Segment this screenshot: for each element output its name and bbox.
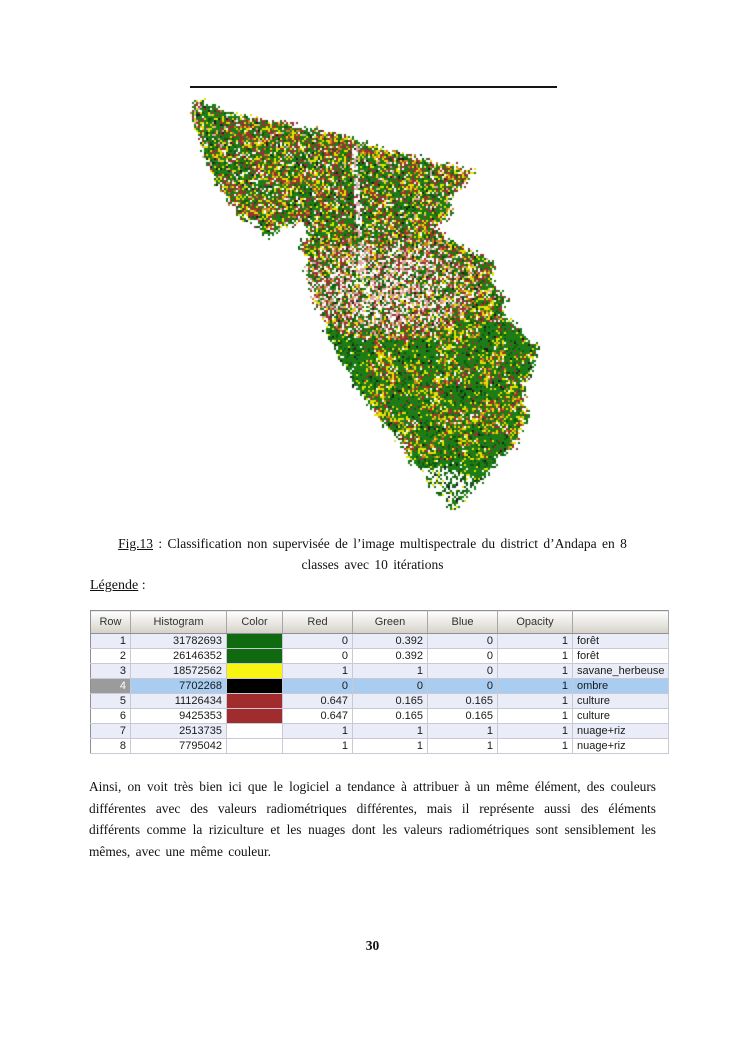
blue-cell: 0 [427, 663, 498, 679]
histogram-cell: 7702268 [130, 678, 227, 694]
page-number: 30 [365, 938, 380, 953]
row-header-cell: 5 [90, 693, 131, 709]
histogram-cell: 18572562 [130, 663, 227, 679]
body-paragraph: Ainsi, on voit très bien ici que le logi… [89, 779, 656, 859]
blue-cell: 0 [427, 678, 498, 694]
red-cell: 0 [282, 633, 353, 649]
red-cell: 0 [282, 648, 353, 664]
class-name-cell: forêt [572, 633, 670, 649]
histogram-cell: 2513735 [130, 723, 227, 739]
class-name-cell: nuage+riz [572, 723, 670, 739]
opacity-cell: 1 [497, 738, 573, 754]
column-header-green: Green [352, 610, 428, 634]
legend-label: Légende [90, 578, 139, 593]
table-header: Row Histogram Color Red Green Blue Opacity [90, 610, 670, 634]
caption-line1: Fig.13 : Classification non supervisée d… [89, 533, 656, 554]
blue-cell: 0.165 [427, 693, 498, 709]
row-header-cell: 7 [90, 723, 131, 739]
blue-cell: 0.165 [427, 708, 498, 724]
opacity-cell: 1 [497, 708, 573, 724]
column-header-class [572, 610, 670, 634]
table-row: 1 31782693 0 0.392 0 1 forêt [90, 633, 670, 649]
histogram-cell: 9425353 [130, 708, 227, 724]
figure-caption: Fig.13 : Classification non supervisée d… [89, 533, 656, 575]
table-row: 4 7702268 0 0 0 1 ombre [90, 678, 670, 694]
histogram-cell: 11126434 [130, 693, 227, 709]
column-header-blue: Blue [427, 610, 498, 634]
class-name-cell: culture [572, 693, 670, 709]
green-cell: 0.392 [352, 648, 428, 664]
green-cell: 1 [352, 663, 428, 679]
column-header-red: Red [282, 610, 353, 634]
table-row: 8 7795042 1 1 1 1 nuage+riz [90, 738, 670, 754]
column-header-opacity: Opacity [497, 610, 573, 634]
table-row: 3 18572562 1 1 0 1 savane_herbeuse [90, 663, 670, 679]
row-header-cell: 6 [90, 708, 131, 724]
opacity-cell: 1 [497, 693, 573, 709]
blue-cell: 1 [427, 738, 498, 754]
opacity-cell: 1 [497, 678, 573, 694]
table-row: 2 26146352 0 0.392 0 1 forêt [90, 648, 670, 664]
column-header-row: Row [90, 610, 131, 634]
green-cell: 0.165 [352, 708, 428, 724]
class-name-cell: culture [572, 708, 670, 724]
color-swatch-cell [226, 633, 283, 649]
row-header-cell: 4 [90, 678, 131, 694]
green-cell: 0 [352, 678, 428, 694]
opacity-cell: 1 [497, 663, 573, 679]
red-cell: 0.647 [282, 693, 353, 709]
green-cell: 1 [352, 723, 428, 739]
green-cell: 1 [352, 738, 428, 754]
color-swatch-cell [226, 738, 283, 754]
color-swatch-cell [226, 693, 283, 709]
blue-cell: 0 [427, 648, 498, 664]
class-name-cell: ombre [572, 678, 670, 694]
table-header-row: Row Histogram Color Red Green Blue Opacity [90, 610, 670, 634]
class-name-cell: nuage+riz [572, 738, 670, 754]
column-header-histogram: Histogram [130, 610, 227, 634]
legend-table-container: Row Histogram Color Red Green Blue Opacity 1 31… [90, 610, 670, 754]
table-row: 6 9425353 0.647 0.165 0.165 1 culture [90, 708, 670, 724]
histogram-cell: 31782693 [130, 633, 227, 649]
blue-cell: 1 [427, 723, 498, 739]
histogram-cell: 7795042 [130, 738, 227, 754]
class-name-cell: savane_herbeuse [572, 663, 670, 679]
classification-map-image [150, 80, 570, 520]
red-cell: 1 [282, 663, 353, 679]
green-cell: 0.165 [352, 693, 428, 709]
red-cell: 1 [282, 723, 353, 739]
red-cell: 0.647 [282, 708, 353, 724]
caption-line2: classes avec 10 itérations [301, 557, 444, 572]
color-swatch-cell [226, 708, 283, 724]
row-header-cell: 8 [90, 738, 131, 754]
legend-colon: : [138, 578, 146, 593]
column-header-color: Color [226, 610, 283, 634]
class-name-cell: forêt [572, 648, 670, 664]
color-swatch-cell [226, 648, 283, 664]
green-cell: 0.392 [352, 633, 428, 649]
opacity-cell: 1 [497, 633, 573, 649]
figure-label: Fig.13 [118, 536, 153, 551]
color-swatch-cell [226, 723, 283, 739]
legend-heading: Légende : [90, 578, 146, 594]
row-header-cell: 1 [90, 633, 131, 649]
table-row: 7 2513735 1 1 1 1 nuage+riz [90, 723, 670, 739]
row-header-cell: 2 [90, 648, 131, 664]
caption-text: : Classification non supervisée de l’ima… [153, 536, 627, 551]
blue-cell: 0 [427, 633, 498, 649]
histogram-cell: 26146352 [130, 648, 227, 664]
opacity-cell: 1 [497, 723, 573, 739]
table-body: 1 31782693 0 0.392 0 1 forêt 2 26146352 0 0.392 0 1 f… [90, 633, 670, 754]
table-row: 5 11126434 0.647 0.165 0.165 1 culture [90, 693, 670, 709]
red-cell: 1 [282, 738, 353, 754]
row-header-cell: 3 [90, 663, 131, 679]
opacity-cell: 1 [497, 648, 573, 664]
red-cell: 0 [282, 678, 353, 694]
color-swatch-cell [226, 663, 283, 679]
color-swatch-cell [226, 678, 283, 694]
legend-table: Row Histogram Color Red Green Blue Opacity 1 31… [90, 610, 670, 754]
